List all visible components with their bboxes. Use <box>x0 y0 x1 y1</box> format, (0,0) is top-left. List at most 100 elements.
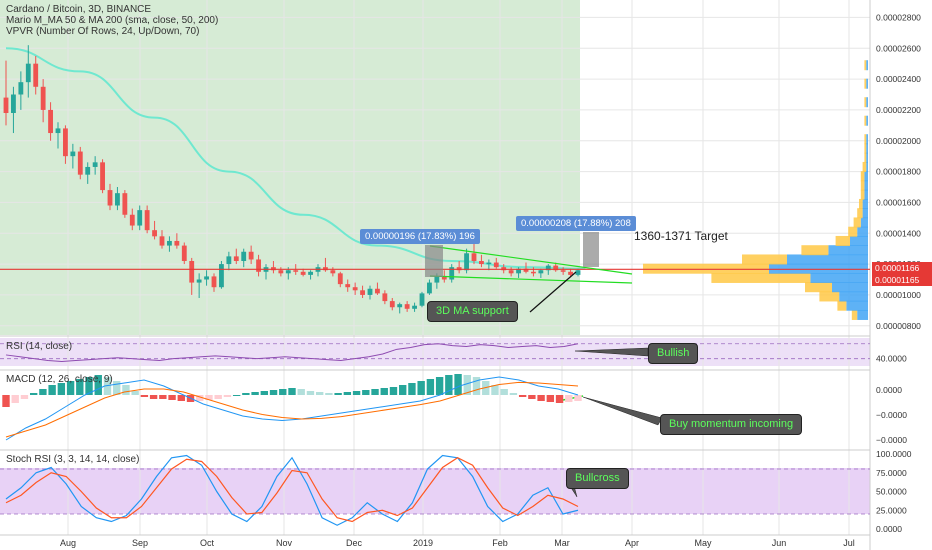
candle-body <box>25 63 31 83</box>
vp-bar-up <box>866 134 868 145</box>
candle-body <box>464 253 469 271</box>
vp-bar-down <box>864 60 867 71</box>
candles <box>3 45 581 314</box>
stoch-tick-label: 25.0000 <box>876 505 907 515</box>
wedge-lower-line <box>429 275 633 284</box>
candle-body <box>397 304 403 308</box>
vp-bar-down <box>835 235 850 246</box>
y-tick-label: 0.00002000 <box>876 136 921 146</box>
macd-histogram-bar <box>232 395 241 396</box>
macd-histogram-bar <box>352 391 361 395</box>
vp-bar-up <box>866 78 868 89</box>
candle-body <box>560 270 566 272</box>
candle-body <box>92 162 98 167</box>
macd-histogram-bar <box>500 389 508 395</box>
stoch-pane <box>0 454 870 526</box>
macd-tick-label: −0.0000 <box>876 435 907 445</box>
x-tick-label: Jun <box>772 538 787 548</box>
vp-bar-down <box>819 291 840 302</box>
macd-histogram-bar <box>454 374 462 395</box>
x-tick-label: Sep <box>132 538 148 548</box>
stoch-tick-label: 100.0000 <box>876 449 912 459</box>
macd-histogram-bar <box>251 392 259 395</box>
vp-bar-down <box>864 115 867 126</box>
candle-body <box>115 193 120 206</box>
macd-histogram-bar <box>131 391 139 395</box>
macd-histogram-bar <box>518 395 527 397</box>
candle-body <box>152 230 157 237</box>
candle-body <box>137 210 143 226</box>
macd-histogram-bar <box>315 392 324 395</box>
stoch-tick-label: 0.0000 <box>876 524 902 534</box>
legend-rsi-title: RSI (14, close) <box>6 341 73 352</box>
macd-histogram-bar <box>546 395 555 402</box>
vp-bar-up <box>769 263 868 274</box>
vp-bar-down <box>643 263 769 274</box>
macd-histogram-bar <box>380 388 388 395</box>
vp-bar-down <box>860 189 865 200</box>
candle-body <box>167 240 172 246</box>
candle-body <box>278 270 284 274</box>
candle-body <box>330 270 336 274</box>
candle-body <box>479 261 484 265</box>
vp-bar-down <box>864 97 867 108</box>
macd-histogram-bar <box>389 387 398 395</box>
candle-body <box>345 284 351 288</box>
stoch-k-line <box>5 454 579 526</box>
candle-body <box>55 128 61 134</box>
candle-body <box>360 290 365 295</box>
macd-histogram-bar <box>177 395 185 401</box>
candle-body <box>382 293 388 302</box>
vp-bar-down <box>805 282 832 293</box>
vp-bar-up <box>862 198 868 209</box>
y-tick-label: 0.00002800 <box>876 12 921 22</box>
vp-bar-down <box>848 226 858 237</box>
candle-body <box>219 264 224 288</box>
measure-label-right: 0.00000208 (17.88%) 208 <box>516 216 636 231</box>
vp-bar-down <box>742 254 787 265</box>
stoch-tick-label: 75.0000 <box>876 468 907 478</box>
vp-bar-down <box>853 217 861 228</box>
vp-bar-down <box>859 198 863 209</box>
macd-tick-label: 0.0000 <box>876 385 902 395</box>
candle-body <box>352 287 358 291</box>
macd-line <box>5 376 579 441</box>
candle-body <box>568 271 573 275</box>
x-tick-label: Feb <box>492 538 508 548</box>
vp-bar-up <box>866 60 868 71</box>
macd-histogram-bar <box>408 383 416 395</box>
macd-histogram-bar <box>168 395 176 400</box>
macd-histogram-bar <box>76 379 84 395</box>
vp-bar-up <box>866 143 868 154</box>
y-tick-label: 0.00001400 <box>876 228 921 238</box>
macd-histogram-bar <box>269 390 278 395</box>
macd-histogram-bar <box>205 395 213 400</box>
macd-histogram-bar <box>417 381 425 395</box>
macd-histogram-bar <box>371 389 379 395</box>
macd-histogram-bar <box>334 393 342 395</box>
macd-histogram-bar <box>85 377 93 395</box>
candle-body <box>523 268 529 272</box>
candle-body <box>531 271 536 274</box>
vp-bar-up <box>866 152 868 163</box>
macd-pane <box>2 374 582 441</box>
x-tick-label: Nov <box>276 538 293 548</box>
legend-macd-title: MACD (12, 26, close, 9) <box>6 374 113 385</box>
macd-histogram-bar <box>325 393 333 395</box>
candle-body <box>241 251 247 261</box>
vp-bar-down <box>711 272 811 283</box>
x-tick-label: Aug <box>60 538 76 548</box>
y-tick-label: 0.00002600 <box>876 43 921 53</box>
vp-bar-up <box>866 97 868 108</box>
candle-body <box>204 276 209 280</box>
candle-body <box>538 270 544 274</box>
macd-histogram-bar <box>113 381 121 395</box>
vp-bar-up <box>828 245 868 256</box>
second-price-label: 0.00001165 <box>872 274 932 286</box>
vp-bar-down <box>864 134 867 145</box>
macd-histogram-bar <box>306 391 315 395</box>
macd-histogram-bar <box>528 395 536 399</box>
vp-bar-up <box>864 171 868 182</box>
macd-histogram-bar <box>57 383 66 395</box>
